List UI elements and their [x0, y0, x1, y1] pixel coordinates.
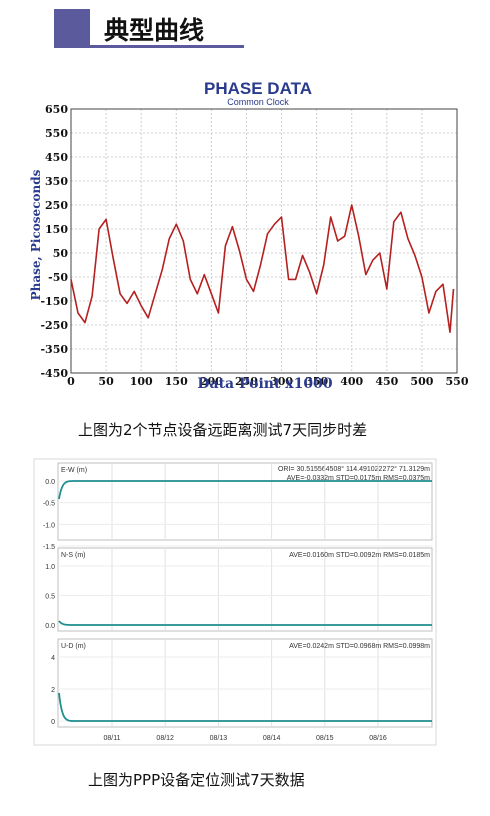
chart2-ytick-label: 0.0: [45, 623, 55, 630]
ppp-position-chart: ORI= 30.515564508° 114.491022272° 71.312…: [33, 458, 437, 746]
chart1-ylabel: Phase, Picoseconds: [29, 169, 43, 300]
chart2-panel-label: U-D (m): [61, 643, 86, 650]
chart1-xtick-label: 500: [410, 375, 433, 388]
chart1-ytick-label: -350: [40, 343, 68, 356]
chart2-panel-label: N-S (m): [61, 552, 86, 559]
chart2-xtick-label: 08/14: [263, 735, 281, 742]
chart2-panel-2: [57, 638, 433, 728]
chart2-series-line: [58, 480, 432, 500]
chart1-ytick-label: 350: [45, 175, 68, 188]
chart1-subtitle: Common Clock: [227, 97, 289, 107]
chart1-xtick-label: 400: [340, 375, 363, 388]
caption-phase-chart: 上图为2个节点设备远距离测试7天同步时差: [78, 421, 368, 439]
chart1-ytick-label: 50: [53, 247, 69, 260]
chart1-xtick-label: 250: [235, 375, 258, 388]
chart2-header: ORI= 30.515564508° 114.491022272° 71.312…: [278, 465, 430, 473]
chart1-xtick-label: 350: [305, 375, 328, 388]
chart1-ytick-label: 550: [45, 127, 68, 140]
chart2-ytick-label: 2: [51, 687, 55, 694]
chart2-ytick-label: 0.5: [45, 594, 55, 601]
section-header: 典型曲线: [54, 9, 244, 48]
chart2-xtick-label: 08/11: [104, 735, 121, 742]
chart2-ytick-label: -1.5: [43, 544, 55, 551]
chart1-ytick-label: 650: [45, 103, 68, 116]
chart1-ytick-label: -250: [40, 319, 68, 332]
chart2-ytick-label: 0: [51, 719, 55, 726]
chart2-panel-stats: AVE=-0.0332m STD=0.0175m RMS=0.0375m: [287, 475, 430, 482]
chart2-xtick-label: 08/15: [316, 735, 334, 742]
chart1-xtick-label: 550: [446, 375, 469, 388]
chart1-ytick-label: -150: [40, 295, 68, 308]
chart2-xtick-label: 08/13: [210, 735, 228, 742]
chart2-panel-stats: AVE=0.0160m STD=0.0092m RMS=0.0185m: [289, 552, 430, 559]
chart1-ytick-label: -450: [40, 367, 68, 380]
caption-ppp-chart: 上图为PPP设备定位测试7天数据: [88, 771, 305, 789]
chart2-ytick-label: -0.5: [43, 501, 55, 508]
header-accent-block: [54, 9, 90, 45]
chart2-series-line: [58, 620, 432, 626]
chart1-xtick-label: 150: [165, 375, 188, 388]
chart2-ytick-label: 4: [51, 655, 55, 662]
chart1-title: PHASE DATA: [204, 79, 312, 98]
chart1-xlabel: Data Point x1000: [197, 376, 333, 392]
chart2-xtick-label: 08/12: [156, 735, 174, 742]
chart1-plot-frame: [70, 108, 458, 374]
chart1-xtick-label: 0: [67, 375, 75, 388]
chart1-xtick-label: 200: [200, 375, 223, 388]
chart2-panel-label: E-W (m): [61, 467, 87, 474]
chart2-panel-0: [57, 462, 433, 541]
section-title: 典型曲线: [104, 16, 205, 45]
chart1-ytick-label: -50: [48, 271, 68, 284]
chart1-xtick-label: 300: [270, 375, 293, 388]
chart1-ytick-label: 150: [45, 223, 68, 236]
chart2-panel-stats: AVE=0.0242m STD=0.0968m RMS=0.0998m: [289, 643, 430, 650]
chart1-ytick-label: 450: [45, 151, 68, 164]
chart1-ytick-label: 250: [45, 199, 68, 212]
chart2-series-line: [58, 692, 432, 722]
chart1-series-line: [70, 204, 455, 334]
header-underline: [54, 45, 244, 48]
chart1-xtick-label: 450: [375, 375, 398, 388]
chart2-frame: [33, 458, 437, 746]
chart2-ytick-label: -1.0: [43, 522, 55, 529]
phase-data-chart: PHASE DATA Common Clock 0 50 100 150 200 250 3…: [29, 79, 469, 392]
chart1-xtick-label: 50: [98, 375, 114, 388]
chart2-ytick-label: 0.0: [45, 479, 55, 486]
chart1-xtick-label: 100: [130, 375, 153, 388]
chart2-panel-1: [57, 547, 433, 632]
chart2-xtick-label: 08/16: [369, 735, 387, 742]
chart2-ytick-label: 1.0: [45, 564, 55, 571]
